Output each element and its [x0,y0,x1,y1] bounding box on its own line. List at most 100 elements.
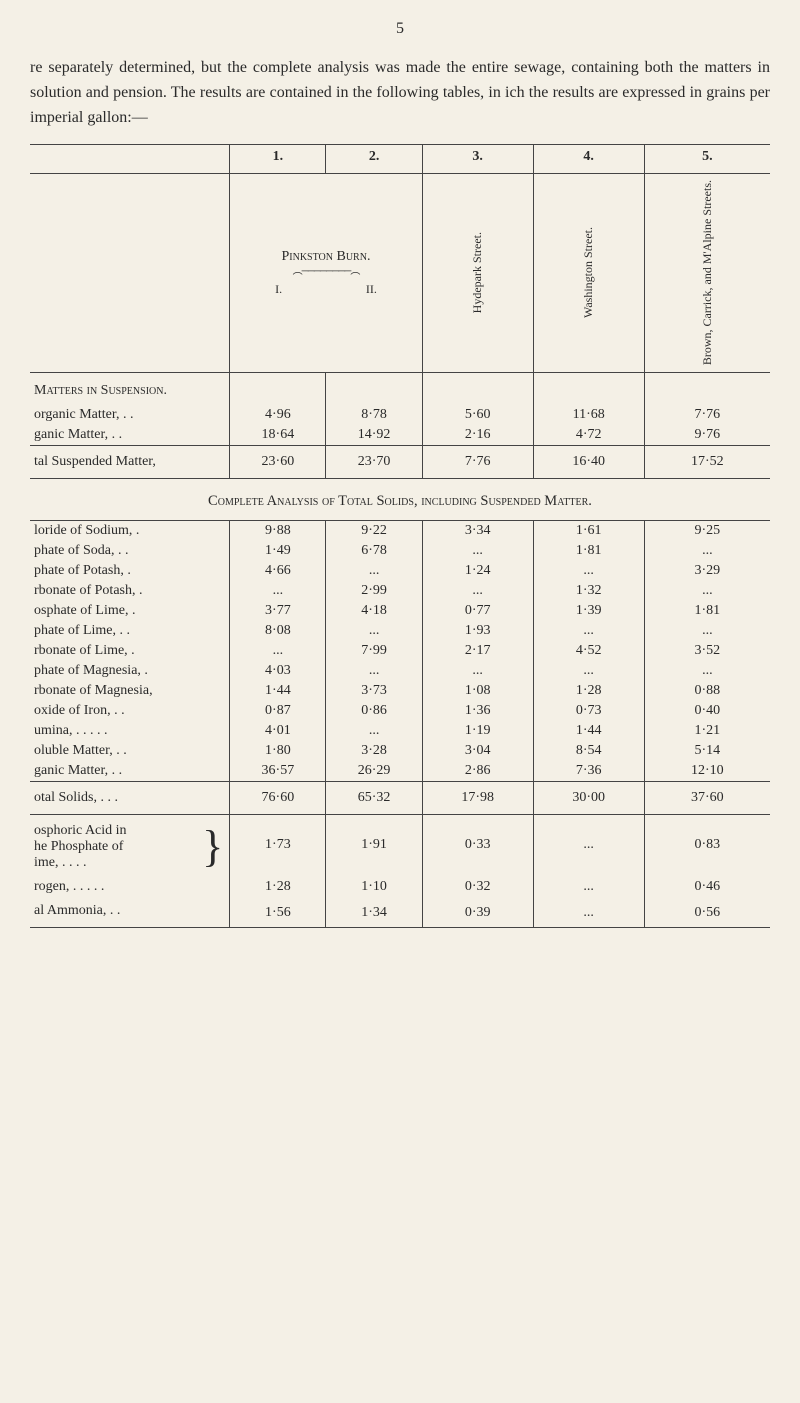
table-cell: 1·32 [533,581,644,601]
table-cell: 4·72 [533,425,644,446]
row-label: phate of Potash, . [30,561,230,581]
table-cell: 9·25 [644,520,770,541]
table-cell: 3·29 [644,561,770,581]
pinkston-header: Pinkston Burn. [233,248,418,266]
table-cell: 7·76 [422,445,533,478]
table-cell: 1·49 [230,541,326,561]
phosphoric-label-1: osphoric Acid in [34,823,202,839]
table-cell: 76·60 [230,781,326,814]
table-cell: 65·32 [326,781,422,814]
row-label: organic Matter, . . [30,405,230,425]
table-cell: 1·81 [644,601,770,621]
section-a-total-label: tal Suspended Matter, [30,445,230,478]
table-cell: 23·70 [326,445,422,478]
table-cell: 2·99 [326,581,422,601]
table-cell: 4·52 [533,641,644,661]
table-cell: ... [326,561,422,581]
row-label: ganic Matter, . . [30,425,230,446]
table-cell: ... [644,541,770,561]
phosphoric-label-3: ime, . . . . [34,855,202,871]
table-cell: 1·34 [326,899,422,928]
table-cell: 0·46 [644,875,770,899]
table-cell: 2·16 [422,425,533,446]
row-label: osphate of Lime, . [30,601,230,621]
table-cell: 1·19 [422,721,533,741]
section-a-heading: Matters in Suspension. [30,372,230,405]
table-cell: 4·03 [230,661,326,681]
row-label: phate of Magnesia, . [30,661,230,681]
row-label: oluble Matter, . . [30,741,230,761]
table-cell: 7·99 [326,641,422,661]
table-cell: 0·88 [644,681,770,701]
table-cell: 7·76 [644,405,770,425]
table-cell: ... [533,875,644,899]
table-cell: ... [644,661,770,681]
row-label: phate of Lime, . . [30,621,230,641]
row-label: phate of Soda, . . [30,541,230,561]
table-cell: 9·88 [230,520,326,541]
table-cell: 0·86 [326,701,422,721]
col-head-3: Hydepark Street. [470,232,485,313]
table-cell: 0·33 [422,814,533,875]
table-cell: ... [230,641,326,661]
table-cell: 3·73 [326,681,422,701]
table-cell: 1·44 [533,721,644,741]
row-label: rbonate of Potash, . [30,581,230,601]
table-cell: ... [533,899,644,928]
table-cell: 1·80 [230,741,326,761]
table-cell: 6·78 [326,541,422,561]
col-head-5: Brown, Carrick, and M'Alpine Streets. [700,180,715,365]
col-num-5: 5. [644,145,770,174]
table-cell: 26·29 [326,761,422,782]
trogen-label: rogen, . . . . . [30,875,230,899]
table-cell: 5·60 [422,405,533,425]
table-cell: 30·00 [533,781,644,814]
table-cell: ... [422,541,533,561]
table-cell: ... [644,581,770,601]
row-label: ganic Matter, . . [30,761,230,782]
table-cell: 12·10 [644,761,770,782]
table-cell: 1·28 [230,875,326,899]
table-cell: 1·91 [326,814,422,875]
table-cell: 11·68 [533,405,644,425]
row-label: loride of Sodium, . [30,520,230,541]
table-cell: 4·96 [230,405,326,425]
table-cell: 7·36 [533,761,644,782]
table-cell: 9·22 [326,520,422,541]
table-cell: ... [533,814,644,875]
row-label: umina, . . . . . [30,721,230,741]
table-cell: 1·39 [533,601,644,621]
table-cell: 37·60 [644,781,770,814]
table-cell: 1·56 [230,899,326,928]
table-cell: ... [422,661,533,681]
table-cell: 3·28 [326,741,422,761]
sub-col-2: II. [366,282,377,297]
table-cell: 0·77 [422,601,533,621]
table-cell: 1·61 [533,520,644,541]
table-cell: ... [230,581,326,601]
row-label: rbonate of Magnesia, [30,681,230,701]
data-table: 1. 2. 3. 4. 5. Pinkston Burn. ︵────────︵… [30,144,770,927]
table-cell: 2·17 [422,641,533,661]
page-number: 5 [30,20,770,38]
table-cell: 17·52 [644,445,770,478]
table-cell: 17·98 [422,781,533,814]
table-cell: 14·92 [326,425,422,446]
table-cell: 0·87 [230,701,326,721]
row-label: rbonate of Lime, . [30,641,230,661]
table-cell: 3·04 [422,741,533,761]
total-solids-label: otal Solids, . . . [30,781,230,814]
table-cell: ... [533,661,644,681]
table-cell: ... [326,661,422,681]
table-cell: 8·08 [230,621,326,641]
table-cell: 0·40 [644,701,770,721]
col-num-3: 3. [422,145,533,174]
col-num-2: 2. [326,145,422,174]
ammonia-label: al Ammonia, . . [30,899,230,928]
table-cell: 0·56 [644,899,770,928]
table-cell: 23·60 [230,445,326,478]
table-cell: 8·54 [533,741,644,761]
table-cell: 16·40 [533,445,644,478]
table-cell: 1·28 [533,681,644,701]
table-cell: 0·32 [422,875,533,899]
